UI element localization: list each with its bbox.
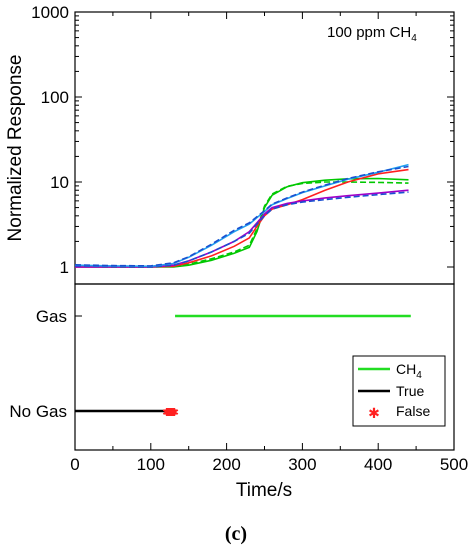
false-marker: ✱: [167, 406, 176, 419]
false-marker: ✱: [170, 406, 179, 419]
response-curve-2: [75, 168, 409, 268]
false-marker: ✱: [168, 406, 177, 419]
x-tick-label: 200: [212, 455, 240, 474]
x-axis-title: Time/s: [236, 480, 292, 501]
y-tick-label: 100: [41, 88, 69, 107]
bottom-ticks: 0 100 200 300 400 500 No Gas Gas: [9, 12, 468, 474]
top-plot-frame: [74, 11, 455, 285]
top-y-ticks: 1 10 100 1000: [31, 3, 454, 277]
panel-caption: (c): [225, 523, 247, 545]
bottom-series-group: ✱✱✱✱✱✱✱✱✱✱✱: [75, 314, 411, 419]
legend: CH4 True ✱ False: [352, 355, 446, 427]
response-curve-6: [74, 165, 409, 267]
x-tick-label: 500: [440, 455, 468, 474]
false-marker: ✱: [165, 406, 174, 419]
x-tick-label: 0: [70, 455, 79, 474]
legend-label-false: False: [396, 403, 430, 419]
response-curve-4: [74, 191, 409, 268]
false-marker: ✱: [164, 406, 173, 419]
category-label: No Gas: [9, 402, 67, 421]
response-curve-0: [75, 177, 409, 268]
x-tick-label: 400: [364, 455, 392, 474]
false-marker: ✱: [162, 406, 171, 419]
x-tick-label: 300: [288, 455, 316, 474]
category-label: Gas: [36, 307, 67, 326]
legend-label-ch4: CH4: [396, 361, 422, 381]
top-series-group: [74, 163, 409, 268]
legend-swatch-false: ✱: [368, 406, 380, 422]
top-y-axis-title: Normalized Response: [5, 55, 26, 242]
concentration-annotation: 100 ppm CH4: [327, 24, 417, 44]
false-marker: ✱: [166, 406, 175, 419]
y-tick-label: 1: [60, 258, 69, 277]
y-tick-label: 1000: [31, 3, 69, 22]
false-marker: ✱: [169, 406, 178, 419]
false-marker: ✱: [163, 406, 172, 419]
legend-label-true: True: [396, 383, 424, 399]
false-marker: ✱: [167, 406, 176, 419]
false-marker: ✱: [164, 406, 173, 419]
y-tick-label: 10: [50, 173, 69, 192]
x-tick-label: 100: [137, 455, 165, 474]
